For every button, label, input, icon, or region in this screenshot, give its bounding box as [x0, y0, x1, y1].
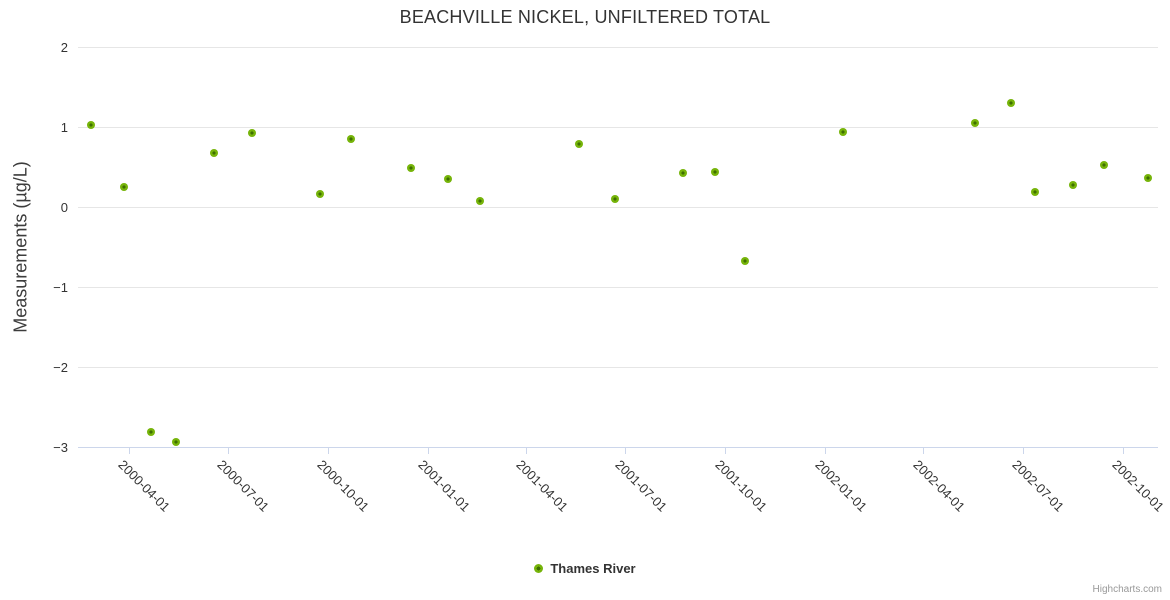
data-point[interactable] [87, 121, 96, 130]
x-axis-label: 2001-07-01 [612, 457, 670, 515]
x-axis-tick [625, 447, 627, 454]
data-point[interactable] [610, 194, 619, 203]
x-axis-tick [923, 447, 925, 454]
data-point[interactable] [146, 428, 155, 437]
data-point[interactable] [1099, 161, 1108, 170]
data-point[interactable] [444, 174, 453, 183]
x-axis-label: 2002-01-01 [812, 457, 870, 515]
x-axis-tick [1022, 447, 1024, 454]
data-point[interactable] [574, 140, 583, 149]
x-axis-label: 2002-10-01 [1109, 457, 1168, 515]
x-axis-tick [128, 447, 130, 454]
data-point[interactable] [1007, 98, 1016, 107]
x-axis-tick [227, 447, 229, 454]
y-axis-title: Measurements (µg/L) [10, 161, 31, 333]
data-point[interactable] [839, 128, 848, 137]
legend: Thames River [0, 561, 1170, 576]
y-gridline [78, 127, 1158, 128]
y-axis-label: −3 [53, 439, 68, 455]
data-point[interactable] [741, 257, 750, 266]
y-gridline [78, 207, 1158, 208]
x-axis-label: 2001-01-01 [414, 457, 473, 515]
data-point[interactable] [248, 129, 257, 138]
legend-item-thames-river[interactable]: Thames River [534, 561, 636, 576]
x-axis-label: 2000-04-01 [115, 457, 174, 515]
y-axis-label: 2 [60, 39, 68, 55]
data-point[interactable] [475, 197, 484, 206]
legend-marker-icon [534, 564, 544, 573]
highcharts-credits-link[interactable]: Highcharts.com [1092, 584, 1162, 595]
y-axis-label: −1 [53, 279, 68, 295]
data-point[interactable] [119, 182, 128, 191]
data-point[interactable] [1030, 187, 1039, 196]
x-axis-tick [1122, 447, 1124, 454]
data-point[interactable] [347, 134, 356, 143]
data-point[interactable] [679, 169, 688, 178]
x-axis-label: 2000-10-01 [314, 457, 373, 515]
legend-label: Thames River [550, 561, 636, 576]
x-axis-tick [526, 447, 528, 454]
x-axis-label: 2000-07-01 [214, 457, 273, 515]
x-axis-tick [428, 447, 430, 454]
data-point[interactable] [710, 167, 719, 176]
x-axis-label: 2002-04-01 [910, 457, 968, 515]
data-point[interactable] [971, 118, 980, 127]
data-point[interactable] [210, 149, 219, 158]
y-gridline [78, 287, 1158, 288]
y-gridline [78, 47, 1158, 48]
y-axis-label: 1 [60, 119, 68, 135]
y-gridline [78, 367, 1158, 368]
x-axis-tick [327, 447, 329, 454]
data-point[interactable] [1144, 173, 1153, 182]
x-axis-line [78, 447, 1158, 448]
data-point[interactable] [315, 189, 324, 198]
y-axis-label: −2 [53, 359, 68, 375]
chart-title: BEACHVILLE NICKEL, UNFILTERED TOTAL [399, 7, 771, 27]
y-axis-label: 0 [60, 199, 68, 215]
data-point[interactable] [1069, 181, 1078, 190]
x-axis-label: 2001-04-01 [512, 457, 571, 515]
x-axis-tick [825, 447, 827, 454]
data-point[interactable] [171, 437, 180, 446]
x-axis-label: 2001-10-01 [712, 457, 770, 515]
data-point[interactable] [407, 164, 416, 173]
x-axis-label: 2002-07-01 [1009, 457, 1068, 515]
x-axis-tick [725, 447, 727, 454]
